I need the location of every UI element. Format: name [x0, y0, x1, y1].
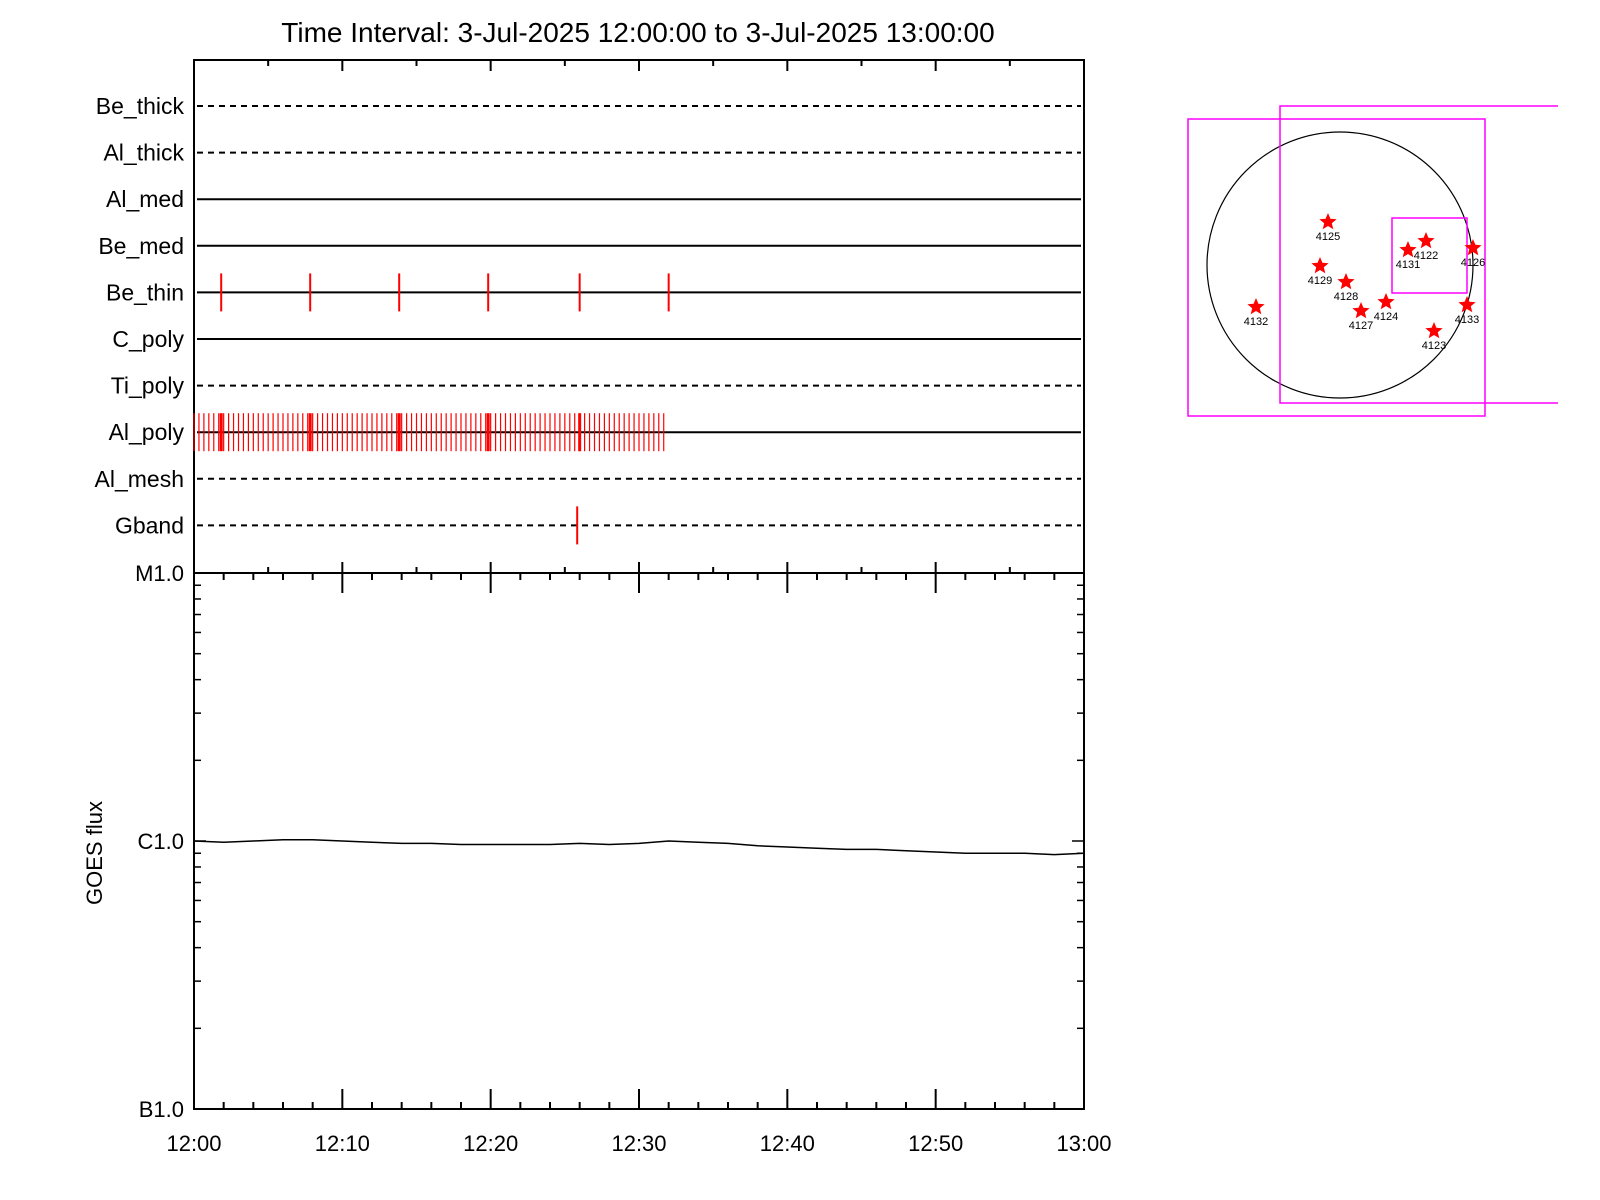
region-marker-icon [1319, 213, 1337, 230]
goes-flux-line [193, 839, 1085, 856]
region-label: 4125 [1316, 231, 1340, 243]
row-label: C_poly [112, 326, 184, 352]
region-label: 4128 [1334, 291, 1358, 303]
region-label: 4127 [1349, 320, 1373, 332]
fov-box-inner [1391, 217, 1468, 294]
x-tick-label: 12:40 [760, 1131, 815, 1156]
y-tick-label: B1.0 [139, 1097, 184, 1122]
region-marker-icon [1247, 298, 1265, 315]
region-label: 4129 [1308, 275, 1332, 287]
region-marker-icon [1417, 232, 1435, 249]
row-label: Be_thick [96, 93, 185, 119]
region-marker-icon [1425, 322, 1443, 339]
timeline-frame [193, 59, 1085, 574]
y-axis-label: GOES flux [82, 801, 107, 905]
region-label: 4124 [1374, 311, 1398, 323]
fov-box-right [1279, 105, 1558, 404]
row-label: Ti_poly [111, 373, 185, 399]
region-label: 4132 [1244, 316, 1268, 328]
region-label: 4122 [1414, 250, 1438, 262]
y-tick-label: C1.0 [138, 829, 184, 854]
row-label: Al_poly [109, 419, 185, 445]
region-marker-icon [1464, 239, 1482, 256]
region-marker-icon [1399, 241, 1417, 258]
region-label: 4126 [1461, 257, 1485, 269]
region-marker-icon [1311, 257, 1329, 274]
row-label: Gband [115, 512, 184, 538]
region-label: 4131 [1396, 259, 1420, 271]
y-tick-label: M1.0 [135, 561, 184, 586]
goes-panel: 12:00 12:10 12:20 12:30 12:40 12:50 13:00 M1.0 C… [82, 561, 1112, 1156]
region-marker-icon [1377, 293, 1395, 310]
row-label: Be_med [98, 233, 184, 259]
region-marker-icon [1458, 296, 1476, 313]
x-tick-label: 12:00 [166, 1131, 221, 1156]
x-tick-label: 12:10 [315, 1131, 370, 1156]
x-tick-label: 13:00 [1056, 1131, 1111, 1156]
region-label: 4123 [1422, 340, 1446, 352]
region-label: 4133 [1455, 314, 1479, 326]
solar-disk [1206, 131, 1474, 399]
x-tick-label: 12:50 [908, 1131, 963, 1156]
region-marker-icon [1337, 273, 1355, 290]
x-tick-label: 12:20 [463, 1131, 518, 1156]
region-marker-icon [1352, 302, 1370, 319]
row-label: Al_mesh [95, 466, 184, 492]
chart-title: Time Interval: 3-Jul-2025 12:00:00 to 3-… [281, 17, 994, 48]
fov-box-outer [1187, 118, 1486, 417]
row-label: Al_thick [103, 140, 184, 166]
row-label: Al_med [106, 186, 184, 212]
row-label: Be_thin [106, 279, 184, 305]
timeline-panel: Be_thick Al_thick Al_med Be_med Be_thin C_pol… [95, 59, 1085, 574]
x-tick-label: 12:30 [611, 1131, 666, 1156]
